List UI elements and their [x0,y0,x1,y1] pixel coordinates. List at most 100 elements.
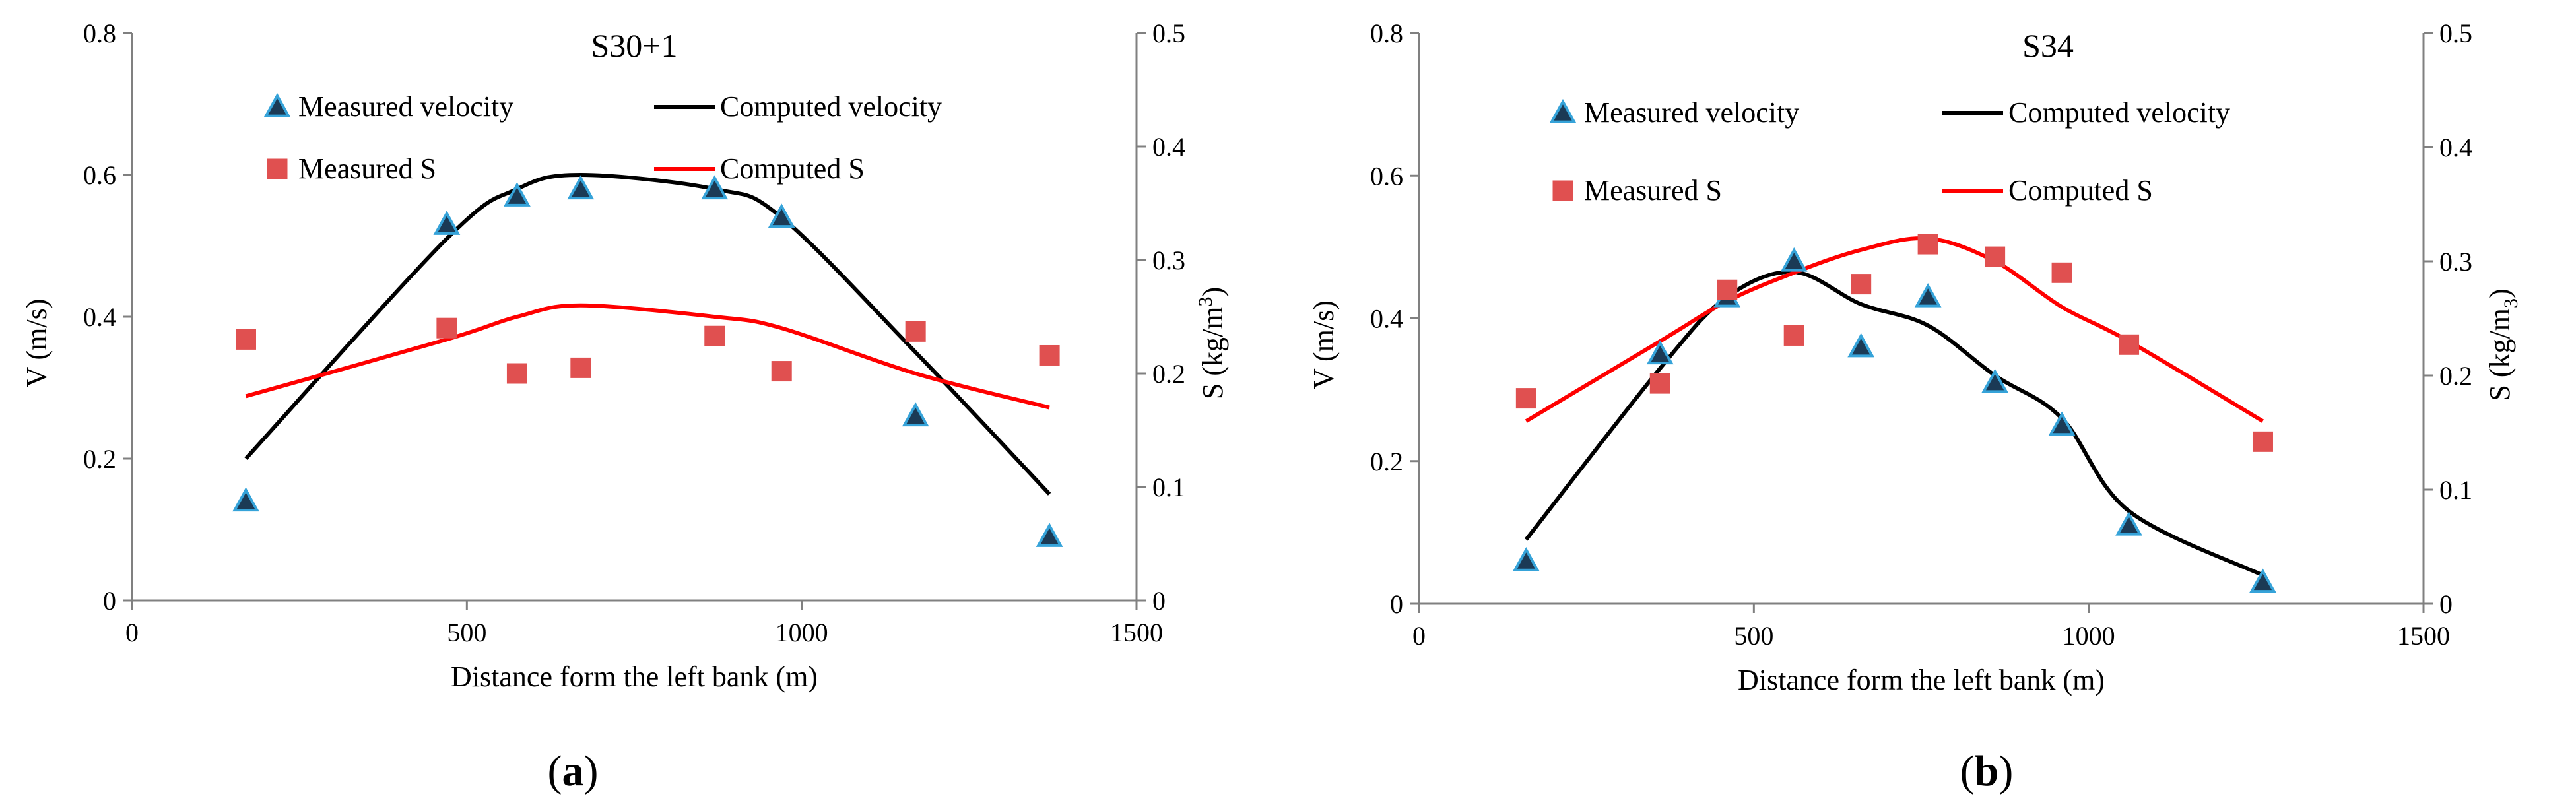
measured-s-point [704,325,725,346]
y-axis-right-title-end: ) [1197,287,1229,297]
measured-s-point [570,357,591,378]
measured-velocity-point [1512,547,1540,571]
measured-s-point [436,317,457,339]
y-left-tick-label: 0.6 [1370,161,1403,191]
measured-velocity-point [1036,523,1063,547]
y-right-tick-label: 0.2 [1152,359,1185,389]
measured-velocity-point [2249,568,2276,593]
measured-velocity-point [768,203,795,228]
measured-s-point [235,329,256,350]
measured-s-point [771,361,792,382]
measured-velocity-point [701,175,729,200]
measured-s-point [905,321,926,342]
y-right-tick-label: 0 [2439,589,2453,619]
x-tick-label: 0 [125,618,139,647]
y-right-tick-label: 0.3 [1152,245,1185,275]
y-left-tick-label: 0.2 [1370,447,1403,476]
chart-panel-b: 0 500 1000 150000.20.40.60.800.10.20.30.40.… [1307,18,2522,795]
measured-s-point [1717,279,1738,300]
measured-velocity-point [1780,247,1808,272]
panel-label-open: ( [1960,747,1975,795]
legend-measured-s-label: Measured S [298,152,436,185]
measured-velocity-point [433,211,461,235]
measured-s-point [2051,262,2072,283]
y-left-tick-label: 0.2 [83,444,116,474]
y-right-tick-label: 0.5 [2439,18,2472,48]
y-right-tick-label: 0.4 [1152,132,1185,162]
panel-label-open: ( [548,747,562,795]
measured-s-point [1917,234,1938,255]
measured-velocity-point [232,487,259,512]
y-right-tick-label: 0.4 [2439,133,2472,162]
legend-measured-velocity-marker [263,92,291,117]
measured-velocity-point [1914,282,1942,308]
y-right-tick-label: 0.3 [2439,247,2472,276]
panel-label-letter: a [562,747,584,795]
series-line-computed-s [1525,236,2264,423]
measured-velocity-point [902,402,929,427]
y-axis-left-title: V (m/s) [1307,300,1340,389]
x-axis-title: Distance form the left bank (m) [1738,664,2105,696]
x-tick-label: 1500 [1110,618,1163,647]
y-left-tick-label: 0.8 [1370,18,1403,48]
y-axis-right-title-subscript: 3 [2500,298,2522,308]
y-axis-right-title-base: S (kg/m [1197,307,1229,400]
legend: Measured velocity Measured S Computed velo… [263,90,942,185]
x-tick-label: 1500 [2397,621,2450,651]
legend-computed-velocity-label: Computed velocity [2008,96,2230,129]
x-axis-title: Distance form the left bank (m) [451,661,818,693]
y-right-tick-label: 0.2 [2439,361,2472,391]
measured-s-point [506,363,527,384]
x-tick-label: 500 [447,618,486,647]
measured-s-point [2252,431,2273,452]
y-axis-left-title: V (m/s) [20,299,53,388]
panel-label: (b) [1960,747,2014,795]
legend: Measured velocity Measured S Computed velo… [1549,96,2230,207]
series-line-computed-s [245,303,1050,410]
measured-velocity-point [2048,411,2076,436]
y-axis-right-title-base: S (kg/m [2484,308,2516,401]
y-left-tick-label: 0.4 [83,302,116,332]
y-axis-right-title: S (kg/m3) [1195,287,1229,399]
measured-velocity-point [1981,368,2009,393]
measured-velocity-point [1847,333,1875,358]
x-tick-label: 1000 [776,618,828,647]
measured-velocity-point [504,182,531,207]
legend-measured-s-marker [1552,180,1573,201]
x-tick-label: 0 [1412,621,1426,651]
series-line-computed-velocity [1524,270,2264,577]
y-left-tick-label: 0.4 [1370,304,1403,334]
legend-measured-velocity-label: Measured velocity [1584,96,1799,129]
measured-s-point [1985,246,2006,267]
chart-title: S34 [2022,27,2074,64]
panel-label-letter: b [1975,747,1999,795]
legend-computed-velocity-label: Computed velocity [720,90,942,123]
y-axis-right-title-end: ) [2484,288,2516,298]
legend-measured-velocity-label: Measured velocity [298,90,513,123]
y-left-tick-label: 0.8 [83,18,116,48]
measured-velocity-point [1646,340,1674,365]
chart-panel-a: 0 500 1000 150000.20.40.60.800.10.20.30.40.… [20,18,1229,795]
y-left-tick-label: 0.6 [83,160,116,190]
measured-s-point [1039,344,1060,366]
y-right-tick-label: 0 [1152,586,1166,616]
legend-computed-s-label: Computed S [720,152,865,185]
measured-s-point [1851,274,1872,295]
measured-s-point [1515,388,1536,409]
measured-s-point [2119,334,2140,355]
y-right-tick-label: 0.5 [1152,18,1185,48]
series-line-computed-velocity [244,173,1051,496]
legend-measured-s-label: Measured S [1584,174,1722,207]
y-left-tick-label: 0 [103,586,116,616]
measured-velocity-point [2115,511,2142,536]
measured-velocity-point [567,175,595,200]
y-right-tick-label: 0.1 [2439,475,2472,505]
chart-title: S30+1 [591,27,677,64]
panel-label: (a) [548,747,599,795]
measured-s-point [1649,373,1670,394]
measured-s-point [1783,325,1804,346]
y-axis-right-title-superscript: 3 [1195,297,1216,307]
legend-measured-velocity-marker [1549,98,1577,123]
